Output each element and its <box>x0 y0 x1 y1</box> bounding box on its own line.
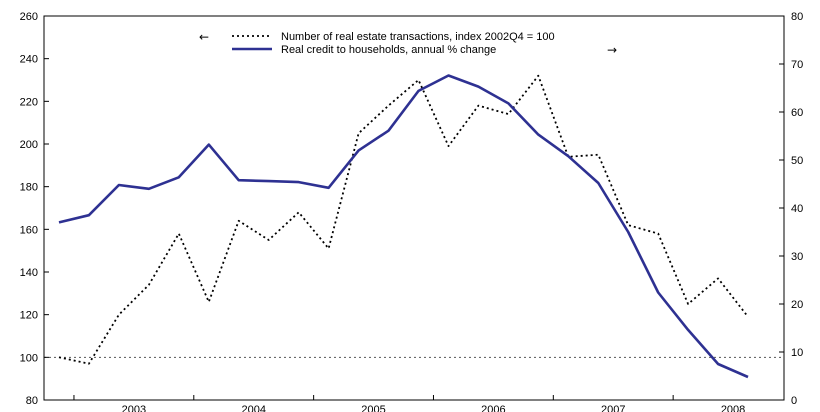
plot-frame <box>43 15 785 401</box>
left-y-tick-label: 240 <box>20 54 38 66</box>
left-y-tick-label: 120 <box>20 310 38 322</box>
right-y-tick-label: 20 <box>791 299 803 311</box>
right-y-tick-label: 30 <box>791 251 803 263</box>
x-tick-label: 2006 <box>481 404 505 412</box>
left-y-tick-label: 180 <box>20 182 38 194</box>
legend: ← Number of real estate transactions, ind… <box>199 30 617 57</box>
left-y-tick-label: 260 <box>20 11 38 23</box>
x-tick-label: 2005 <box>361 404 385 412</box>
left-y-tick-label: 80 <box>26 395 38 407</box>
x-tick-label: 2008 <box>721 404 745 412</box>
right-y-tick-label: 40 <box>791 203 803 215</box>
transactions-line <box>58 74 749 365</box>
right-y-tick-label: 60 <box>791 107 803 119</box>
plot-border <box>43 15 785 401</box>
left-y-axis: 80 100 120 140 160 180 200 220 240 260 <box>20 11 49 407</box>
x-tick-label: 2003 <box>122 404 146 412</box>
left-y-tick-label: 160 <box>20 224 38 236</box>
x-tick-label: 2007 <box>601 404 625 412</box>
right-y-tick-label: 0 <box>791 395 797 407</box>
legend-arrow-right: → <box>607 43 617 57</box>
right-y-tick-label: 50 <box>791 155 803 167</box>
left-y-tick-label: 200 <box>20 139 38 151</box>
series-group <box>58 74 749 379</box>
left-y-tick-label: 140 <box>20 267 38 279</box>
legend-label-credit: Real credit to households, annual % chan… <box>281 44 496 56</box>
x-axis: 2003 2004 2005 2006 2007 2008 <box>73 395 745 412</box>
right-y-tick-label: 10 <box>791 347 803 359</box>
left-y-tick-label: 220 <box>20 96 38 108</box>
legend-label-transactions: Number of real estate transactions, inde… <box>281 31 555 43</box>
x-tick-label: 2004 <box>241 404 265 412</box>
right-y-tick-label: 80 <box>791 11 803 23</box>
legend-arrow-left: ← <box>199 30 209 44</box>
left-y-tick-label: 100 <box>20 352 38 364</box>
right-y-axis: 0 10 20 30 40 50 60 70 80 <box>779 11 803 407</box>
credit-line <box>58 74 749 379</box>
right-y-tick-label: 70 <box>791 59 803 71</box>
